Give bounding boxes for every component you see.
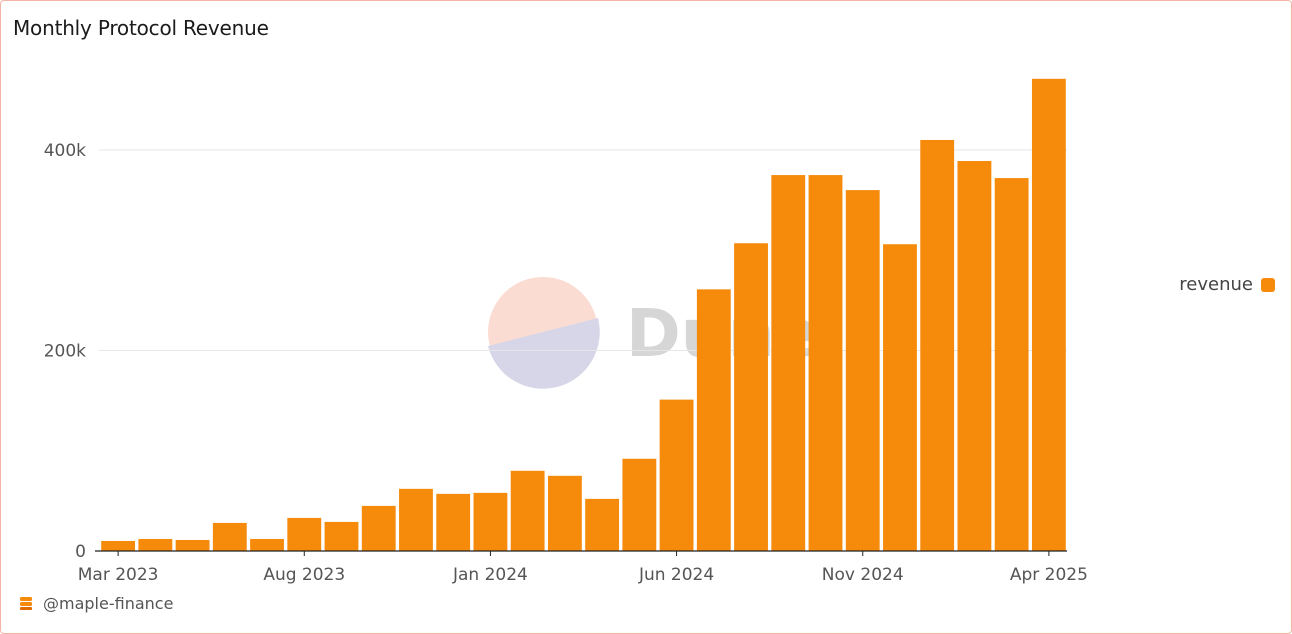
bar-feb-2024[interactable] (510, 470, 545, 551)
bar-apr-2025[interactable] (1031, 78, 1066, 551)
bar-dec-2024[interactable] (883, 244, 917, 552)
x-tick-label: Jan 2024 (452, 565, 528, 585)
bar-sep-2024[interactable] (771, 175, 806, 551)
bar-may-2024[interactable] (622, 458, 657, 551)
y-tick-label: 0 (75, 542, 86, 562)
watermark-circle-bottom (488, 318, 600, 389)
bar-oct-2024[interactable] (808, 175, 843, 551)
x-tick-label: Aug 2023 (263, 565, 345, 585)
bar-aug-2023[interactable] (287, 517, 322, 551)
maple-finance-icon (20, 596, 32, 610)
x-axis-ticks: Mar 2023 Aug 2023 Jan 2024 Jun 2024 Nov 2024… (78, 551, 1088, 585)
bar-apr-2023[interactable] (138, 538, 173, 551)
bar-mar-2025[interactable] (994, 178, 1029, 551)
bar-jan-2024[interactable] (473, 492, 508, 551)
bar-feb-2025[interactable] (957, 161, 992, 551)
y-tick-label: 200k (44, 342, 86, 362)
bar-jul-2023[interactable] (250, 538, 284, 551)
bars (101, 78, 1066, 552)
legend-swatch-revenue (1261, 277, 1275, 292)
bar-dec-2023[interactable] (436, 493, 471, 551)
bar-nov-2024[interactable] (845, 190, 880, 551)
dune-watermark: Dune (488, 277, 820, 389)
y-axis-ticks: 0 200k 400k (44, 141, 86, 562)
legend-label-revenue: revenue (1179, 274, 1253, 295)
bar-apr-2024[interactable] (585, 498, 620, 551)
bar-jul-2024[interactable] (696, 289, 731, 551)
footer-handle[interactable]: @maple-finance (43, 594, 174, 613)
chart-title: Monthly Protocol Revenue (13, 16, 269, 40)
x-tick-label: Apr 2025 (1010, 565, 1088, 585)
bar-mar-2024[interactable] (547, 475, 582, 551)
bar-sep-2023[interactable] (324, 521, 359, 551)
bar-mar-2023[interactable] (101, 540, 136, 551)
bar-jun-2024[interactable] (659, 399, 694, 551)
y-tick-label: 400k (44, 141, 86, 161)
bar-oct-2023[interactable] (361, 505, 396, 551)
x-tick-label: Nov 2024 (822, 565, 904, 585)
x-tick-label: Mar 2023 (78, 565, 159, 585)
bar-nov-2023[interactable] (399, 488, 433, 551)
bar-may-2023[interactable] (175, 539, 210, 551)
legend[interactable]: revenue (1179, 274, 1275, 295)
footer: @maple-finance (19, 594, 173, 613)
bar-aug-2024[interactable] (734, 243, 768, 552)
x-tick-label: Jun 2024 (638, 565, 714, 585)
bar-jan-2025[interactable] (920, 139, 955, 551)
bar-jun-2023[interactable] (212, 522, 247, 551)
